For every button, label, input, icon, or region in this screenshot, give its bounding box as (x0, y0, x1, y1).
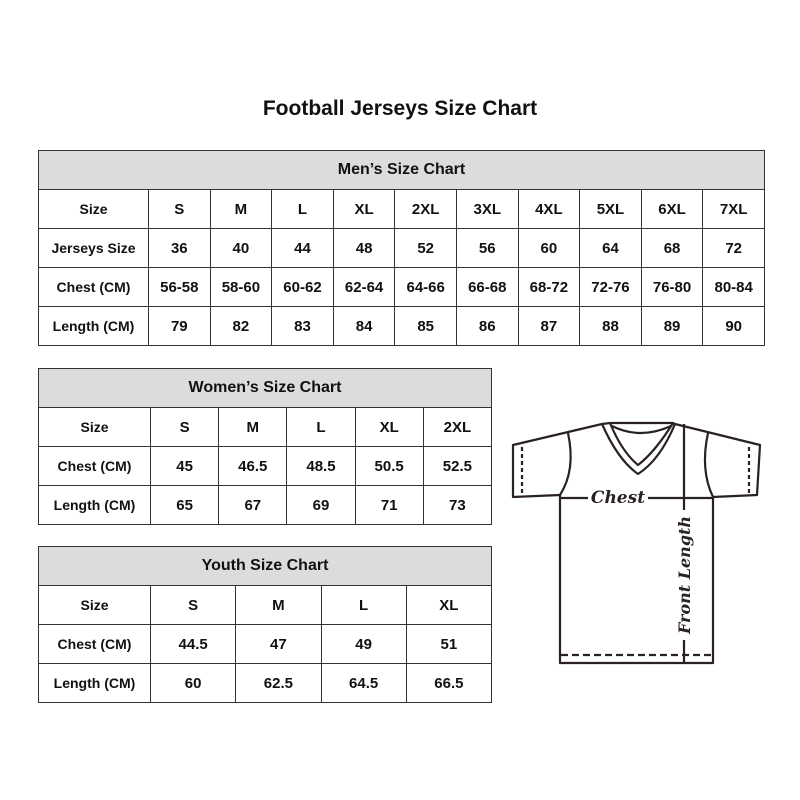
table-row: Chest (CM) 45 46.5 48.5 50.5 52.5 (38, 446, 493, 486)
table-row: Length (CM) 60 62.5 64.5 66.5 (38, 663, 493, 703)
table-cell: XL (332, 189, 396, 229)
table-cell: 90 (702, 306, 765, 346)
row-label: Chest (CM) (38, 624, 151, 664)
page-title: Football Jerseys Size Chart (262, 97, 538, 120)
table-cell: 60 (149, 663, 237, 703)
table-cell: 76-80 (640, 267, 704, 307)
table-cell: 48 (332, 228, 396, 268)
table-row: Size S M L XL 2XL (38, 407, 493, 447)
table-cell: L (286, 407, 356, 447)
row-label: Jerseys Size (38, 228, 149, 268)
table-cell: 51 (405, 624, 493, 664)
collar-outer (600, 423, 677, 476)
table-cell: S (149, 585, 237, 625)
table-cell: 2XL (422, 407, 493, 447)
shirt-outline (511, 421, 762, 665)
collar-inner (608, 422, 674, 467)
table-cell: 47 (235, 624, 322, 664)
table-cell: 86 (455, 306, 519, 346)
table-cell: 49 (320, 624, 407, 664)
table-cell: 84 (332, 306, 396, 346)
row-label: Length (CM) (38, 306, 149, 346)
table-row: Chest (CM) 44.5 47 49 51 (38, 624, 493, 664)
table-cell: 48.5 (286, 446, 356, 486)
table-cell: 5XL (579, 189, 642, 229)
table-cell: M (235, 585, 322, 625)
table-cell: S (149, 407, 220, 447)
table-row: Length (CM) 65 67 69 71 73 (38, 485, 493, 525)
row-label: Size (38, 585, 151, 625)
table-row: Length (CM) 79 82 83 84 85 86 87 88 89 90 (38, 306, 765, 346)
table-cell: 66.5 (405, 663, 493, 703)
collar-back (611, 424, 672, 435)
chest-label: Chest (591, 488, 645, 508)
table-cell: 82 (209, 306, 273, 346)
table-cell: 62-64 (332, 267, 396, 307)
table-cell: 79 (148, 306, 211, 346)
table-cell: 36 (148, 228, 211, 268)
table-row: Size S M L XL 2XL 3XL 4XL 5XL 6XL 7XL (38, 189, 765, 229)
table-cell: 64.5 (320, 663, 407, 703)
table-cell: 6XL (640, 189, 704, 229)
womens-size-table: Women’s Size Chart Size S M L XL 2XL Chest (CM)… (38, 368, 493, 525)
mens-size-table: Men’s Size Chart Size S M L XL 2XL 3XL 4XL 5XL 6XL… (38, 150, 765, 346)
table-cell: 68-72 (517, 267, 581, 307)
row-label: Size (38, 407, 151, 447)
table-cell: 87 (517, 306, 581, 346)
table-cell: 50.5 (354, 446, 424, 486)
table-cell: 60-62 (271, 267, 334, 307)
table-cell: 71 (354, 485, 424, 525)
left-sleeve-seam (559, 432, 572, 496)
table-row: Jerseys Size 36 40 44 48 52 56 60 64 68 72 (38, 228, 765, 268)
table-caption: Men’s Size Chart (38, 150, 765, 190)
table-cell: 44.5 (149, 624, 237, 664)
table-cell: 85 (394, 306, 457, 346)
row-label: Length (CM) (38, 485, 151, 525)
row-label: Size (38, 189, 149, 229)
youth-size-table: Youth Size Chart Size S M L XL Chest (CM) 44.5 4… (38, 546, 493, 703)
table-cell: 72-76 (579, 267, 642, 307)
table-cell: 45 (149, 446, 220, 486)
front-length-label: Front Length (675, 516, 694, 635)
table-cell: 80-84 (702, 267, 765, 307)
table-cell: M (218, 407, 288, 447)
table-cell: L (320, 585, 407, 625)
table-cell: 68 (640, 228, 704, 268)
table-caption: Youth Size Chart (38, 546, 492, 586)
table-cell: 73 (422, 485, 493, 525)
table-cell: 44 (271, 228, 334, 268)
table-cell: 69 (286, 485, 356, 525)
table-cell: 60 (517, 228, 581, 268)
table-cell: 66-68 (455, 267, 519, 307)
table-cell: 67 (218, 485, 288, 525)
table-cell: 62.5 (235, 663, 322, 703)
table-cell: 40 (209, 228, 273, 268)
table-cell: L (271, 189, 334, 229)
table-caption: Women’s Size Chart (38, 368, 492, 408)
table-cell: XL (354, 407, 424, 447)
table-cell: 88 (579, 306, 642, 346)
table-cell: 65 (149, 485, 220, 525)
table-row: Size S M L XL (38, 585, 493, 625)
row-label: Chest (CM) (38, 446, 151, 486)
right-sleeve-seam (703, 432, 714, 498)
table-cell: 56-58 (148, 267, 211, 307)
table-cell: 7XL (702, 189, 765, 229)
table-cell: 52.5 (422, 446, 493, 486)
